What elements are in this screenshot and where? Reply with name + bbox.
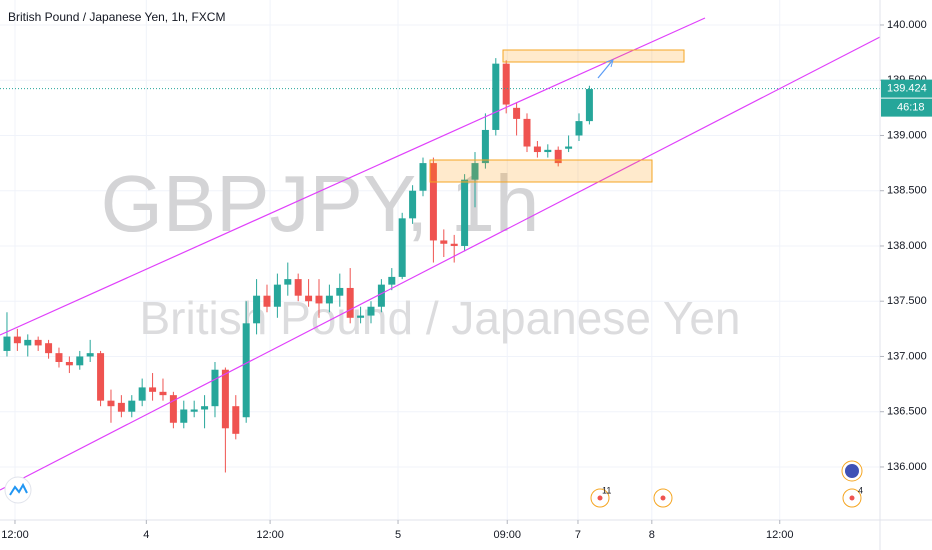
candle-body — [565, 146, 573, 149]
candle-body — [585, 89, 593, 122]
zone-box[interactable] — [429, 159, 653, 183]
candle-body — [242, 323, 250, 418]
candle-body — [86, 353, 94, 357]
y-tick-label: 136.500 — [887, 406, 927, 418]
candle-body — [346, 287, 354, 318]
candle-body — [201, 406, 209, 410]
x-tick-label: 12:00 — [1, 529, 29, 541]
candle-body — [128, 400, 136, 412]
watermark: British Pound / Japanese Yen — [139, 292, 740, 344]
candle-body — [55, 353, 63, 362]
candle-body — [377, 284, 385, 307]
trend-line[interactable] — [0, 17, 706, 336]
candle-body — [138, 387, 146, 401]
y-tick-label: 139.000 — [887, 129, 927, 141]
candle-body — [263, 295, 271, 307]
candle-body — [97, 353, 105, 401]
candle-body — [533, 146, 541, 153]
candles — [0, 58, 880, 473]
candle-body — [24, 339, 32, 346]
arrow-head — [605, 59, 614, 68]
candle-body — [481, 129, 489, 164]
candle-body — [409, 190, 417, 219]
candle-body — [3, 336, 11, 351]
candle-body — [502, 63, 510, 105]
y-tick-label: 137.500 — [887, 295, 927, 307]
candle-body — [13, 336, 21, 344]
candle-body — [440, 240, 448, 244]
event-count: 11 — [602, 485, 611, 495]
candle-body — [523, 118, 531, 147]
candle-body — [294, 279, 302, 296]
candle-body — [554, 149, 562, 164]
candle-body — [107, 400, 115, 407]
x-tick-label: 12:00 — [766, 529, 794, 541]
arrow[interactable] — [597, 60, 613, 79]
x-tick-label: 7 — [575, 529, 581, 541]
candle-body — [284, 279, 292, 285]
x-tick-label: 12:00 — [256, 529, 284, 541]
candle-body — [45, 343, 53, 354]
candle-body — [169, 395, 177, 423]
candle-body — [575, 121, 583, 136]
candle-body — [367, 306, 375, 316]
candle-body — [221, 369, 229, 429]
last-price-label: 139.424 — [887, 83, 927, 95]
y-tick-label: 140.000 — [887, 19, 927, 31]
candle-body — [325, 295, 333, 304]
y-tick-label: 136.000 — [887, 461, 927, 473]
y-tick-label: 138.000 — [887, 240, 927, 252]
candle-body — [336, 287, 344, 296]
candle-body — [461, 179, 469, 246]
x-tick-label: 8 — [649, 529, 655, 541]
countdown-box — [881, 98, 932, 117]
trend-line[interactable] — [0, 36, 881, 491]
candle-body — [211, 369, 219, 407]
countdown-label: 46:18 — [897, 102, 925, 114]
candle-body — [149, 387, 157, 392]
candle-body — [117, 402, 125, 412]
y-tick-label: 137.000 — [887, 350, 927, 362]
logo-icon — [9, 482, 28, 496]
x-tick-label: 4 — [143, 529, 149, 541]
axes: 140.000139.500139.000138.500138.000137.5… — [1, 19, 932, 541]
y-tick-label: 138.500 — [887, 185, 927, 197]
grid — [0, 0, 880, 520]
x-tick-label: 09:00 — [493, 529, 521, 541]
candle-body — [34, 339, 42, 346]
event-markers[interactable] — [590, 460, 863, 508]
candle-body — [492, 63, 500, 130]
candle-body — [471, 163, 479, 180]
candle-body — [419, 163, 427, 191]
candle-body — [398, 218, 406, 277]
candle-body — [253, 295, 261, 324]
candle-body — [273, 284, 281, 307]
candle-body — [232, 406, 240, 434]
candle-body — [76, 356, 84, 366]
chart-title: British Pound / Japanese Yen, 1h, FXCM — [8, 10, 225, 24]
candle-body — [305, 295, 313, 302]
candle-body — [450, 243, 458, 246]
candle-body — [65, 361, 73, 366]
candle-body — [180, 409, 188, 423]
candle-body — [159, 391, 167, 396]
candle-body — [429, 163, 437, 241]
last-price-box — [881, 79, 932, 98]
event-count: 4 — [858, 485, 863, 495]
candle-body — [513, 107, 521, 119]
candle-body — [544, 149, 552, 153]
zone-box[interactable] — [502, 49, 685, 63]
x-tick-label: 5 — [395, 529, 401, 541]
candle-body — [357, 315, 365, 318]
candle-body — [388, 276, 396, 285]
candle-body — [315, 295, 323, 304]
candle-body — [190, 409, 198, 412]
